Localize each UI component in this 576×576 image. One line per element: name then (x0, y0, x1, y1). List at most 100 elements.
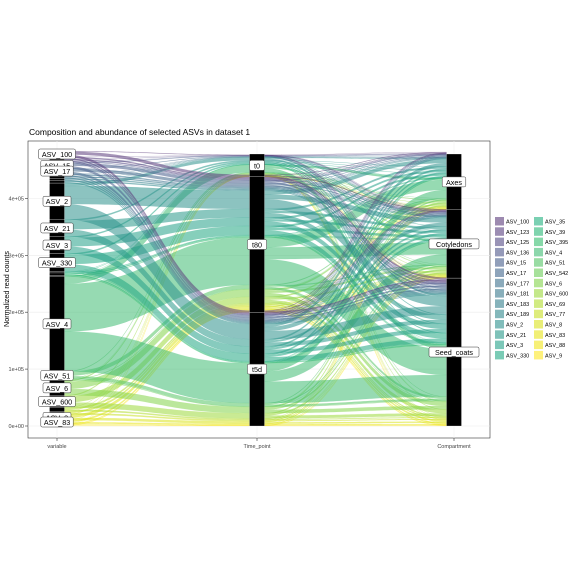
legend-swatch (534, 309, 543, 319)
stratum-label: ASV_3 (46, 241, 68, 250)
y-tick-label: 0e+00 (9, 424, 24, 430)
legend-label: ASV_17 (506, 271, 526, 277)
stratum-label-box (40, 370, 74, 381)
stratum-block (49, 271, 65, 274)
legend-label: ASV_3 (506, 343, 523, 349)
stratum-label-box (40, 222, 74, 234)
stratum-label: t0 (254, 161, 260, 170)
legend-label: ASV_183 (506, 302, 529, 308)
stratum-block (49, 176, 65, 179)
strata-columns: ASV_100ASV_15ASV_17ASV_2ASV_21ASV_3ASV_3… (38, 148, 480, 428)
y-tick-label: 4e+05 (9, 196, 24, 202)
y-tick-label: 1e+05 (9, 367, 24, 373)
x-tick-label: variable (47, 444, 66, 450)
stratum-label: t80 (252, 240, 262, 249)
alluvial-flows (64, 151, 447, 427)
legend-swatch (495, 350, 504, 360)
legend-label: ASV_39 (545, 230, 565, 236)
legend-swatch (495, 268, 504, 277)
chart-title: Composition and abundance of selected AS… (29, 127, 250, 137)
stratum-label: Seed_coats (435, 348, 473, 357)
stratum-label: Axes (446, 178, 462, 187)
stratum-block (49, 272, 65, 276)
legend-swatch (534, 237, 543, 247)
stratum-label-box (42, 195, 72, 207)
legend-swatch (534, 227, 543, 236)
y-tick-label: 2e+05 (9, 310, 24, 316)
legend-label: ASV_83 (545, 333, 565, 339)
legend-swatch (495, 237, 504, 247)
stratum-label: ASV_100 (42, 150, 72, 159)
legend-swatch (534, 330, 543, 339)
stratum-label-box (42, 318, 72, 330)
stratum-block (49, 275, 65, 277)
stratum-label: ASV_17 (44, 167, 70, 176)
legend-swatch (495, 289, 504, 298)
stratum-label-box (441, 176, 467, 188)
stratum-label: ASV_330 (42, 259, 72, 268)
legend-label: ASV_136 (506, 250, 529, 256)
legend-label: ASV_181 (506, 292, 529, 298)
stratum-label: ASV_21 (44, 224, 70, 233)
legend-label: ASV_15 (506, 261, 526, 267)
stratum-label: ASV_4 (46, 320, 68, 329)
legend-swatch (534, 299, 543, 308)
legend-label: ASV_395 (545, 240, 568, 246)
legend-label: ASV_8 (545, 323, 562, 329)
legend-label: ASV_35 (545, 220, 565, 226)
legend: ASV_100 ASV_123 ASV_125 ASV_136 ASV_15 ASV_17… (495, 217, 568, 360)
legend-swatch (534, 350, 543, 360)
legend-swatch (534, 320, 543, 329)
stratum-label: ASV_51 (44, 371, 70, 380)
legend-label: ASV_542 (545, 271, 568, 277)
legend-label: ASV_600 (545, 292, 568, 298)
flow-ribbon (264, 153, 447, 314)
flow-ribbon (264, 151, 447, 156)
stratum-label-box (38, 148, 76, 160)
stratum-label-box (249, 160, 265, 171)
legend-label: ASV_125 (506, 240, 529, 246)
legend-label: ASV_100 (506, 220, 529, 226)
flow-ribbon (264, 153, 447, 156)
stratum-label-box (42, 382, 72, 394)
legend-label: ASV_51 (545, 261, 565, 267)
stratum-label-box (38, 396, 76, 407)
legend-label: ASV_4 (545, 250, 562, 256)
stratum-label-box (38, 257, 76, 268)
axes: 0e+00 1e+05 2e+05 3e+05 4e+05 variable Time_po… (9, 196, 472, 450)
legend-label: ASV_88 (545, 343, 565, 349)
stratum-label-box (40, 165, 74, 177)
legend-label: ASV_123 (506, 230, 529, 236)
y-axis-label: Normalized read counts (2, 251, 11, 327)
legend-swatch (534, 340, 543, 350)
stratum-label: ASV_6 (46, 384, 68, 393)
stratum-label: ASV_83 (44, 418, 70, 427)
legend-label: ASV_69 (545, 302, 565, 308)
legend-label: ASV_330 (506, 353, 529, 359)
stratum-label-box (247, 363, 267, 375)
legend-swatch (495, 309, 504, 319)
legend-swatch (495, 227, 504, 236)
stratum-label-box (428, 238, 480, 250)
legend-swatch (495, 258, 504, 267)
stratum-block (49, 407, 65, 412)
flow-ribbon (264, 423, 447, 426)
legend-swatch (495, 340, 504, 350)
stratum-label-box (428, 346, 480, 358)
legend-swatch (534, 268, 543, 277)
legend-label: ASV_9 (545, 353, 562, 359)
flow-ribbon (264, 153, 447, 179)
legend-swatch (534, 247, 543, 257)
y-tick-label: 3e+05 (9, 253, 24, 259)
stratum-label: ASV_600 (42, 398, 72, 407)
stratum-label-box (42, 239, 72, 251)
legend-label: ASV_2 (506, 323, 523, 329)
legend-swatch (495, 299, 504, 308)
legend-swatch (495, 278, 504, 288)
stratum-label-box (40, 416, 74, 428)
legend-swatch (495, 247, 504, 257)
flow-ribbon (264, 152, 447, 312)
x-tick-label: Time_point (243, 444, 270, 450)
legend-swatch (534, 217, 543, 226)
